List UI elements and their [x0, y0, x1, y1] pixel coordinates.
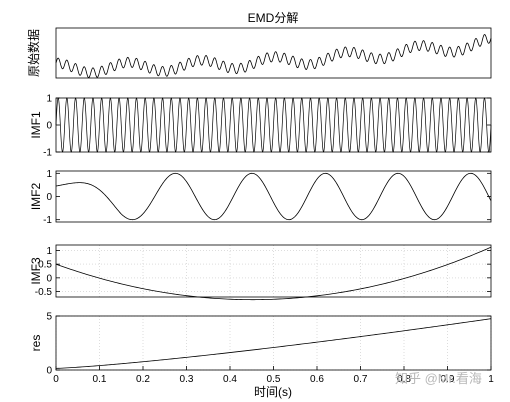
y-axis-label: IMF3: [29, 257, 43, 285]
y-tick-label: 1: [46, 246, 52, 257]
panel-original-data: 原始数据: [26, 27, 492, 79]
series-line: [55, 97, 492, 153]
y-tick-label: 0: [46, 121, 52, 132]
y-axis-label: IMF1: [29, 111, 43, 139]
x-tick-label: 0.9: [441, 374, 455, 385]
x-tick-label: 0.6: [310, 374, 324, 385]
x-tick-label: 1: [488, 374, 494, 385]
x-tick-label: 0: [53, 374, 59, 385]
y-axis-label: IMF2: [29, 183, 43, 211]
x-tick-label: 0.4: [223, 374, 237, 385]
y-tick-label: 0: [46, 273, 52, 284]
y-tick-label: 0: [46, 192, 52, 203]
series-line: [55, 34, 492, 79]
figure-title: EMD分解: [248, 11, 299, 25]
series-line: [55, 318, 492, 369]
x-tick-label: 0.2: [136, 374, 150, 385]
y-tick-label: -1: [43, 148, 52, 159]
y-tick-label: 5: [46, 312, 52, 323]
y-axis-label: res: [29, 335, 43, 352]
y-tick-label: 1: [46, 169, 52, 180]
x-tick-label: 0.8: [397, 374, 411, 385]
y-tick-label: 0: [46, 366, 52, 377]
x-tick-label: 0.7: [354, 374, 368, 385]
x-tick-label: 0.5: [267, 374, 281, 385]
y-tick-label: -1: [43, 215, 52, 226]
y-tick-label: 0.5: [38, 260, 52, 271]
watermark: 知乎 @Mr.看海: [395, 371, 482, 386]
series-line: [55, 172, 492, 221]
y-axis-label: 原始数据: [26, 29, 41, 77]
x-tick-label: 0.3: [180, 374, 194, 385]
y-tick-label: 1: [46, 94, 52, 105]
series-line: [55, 246, 492, 301]
y-tick-label: -0.5: [35, 287, 53, 298]
x-axis-label: 时间(s): [254, 385, 292, 399]
panel-res: 0 5 0 0.1 0.2 0.3 0.4 0.5 0.6 0.7 0.8 0.9 1 res: [29, 312, 494, 386]
axes-box: [55, 244, 492, 298]
axes-box: [55, 27, 492, 79]
x-tick-label: 0.1: [93, 374, 107, 385]
